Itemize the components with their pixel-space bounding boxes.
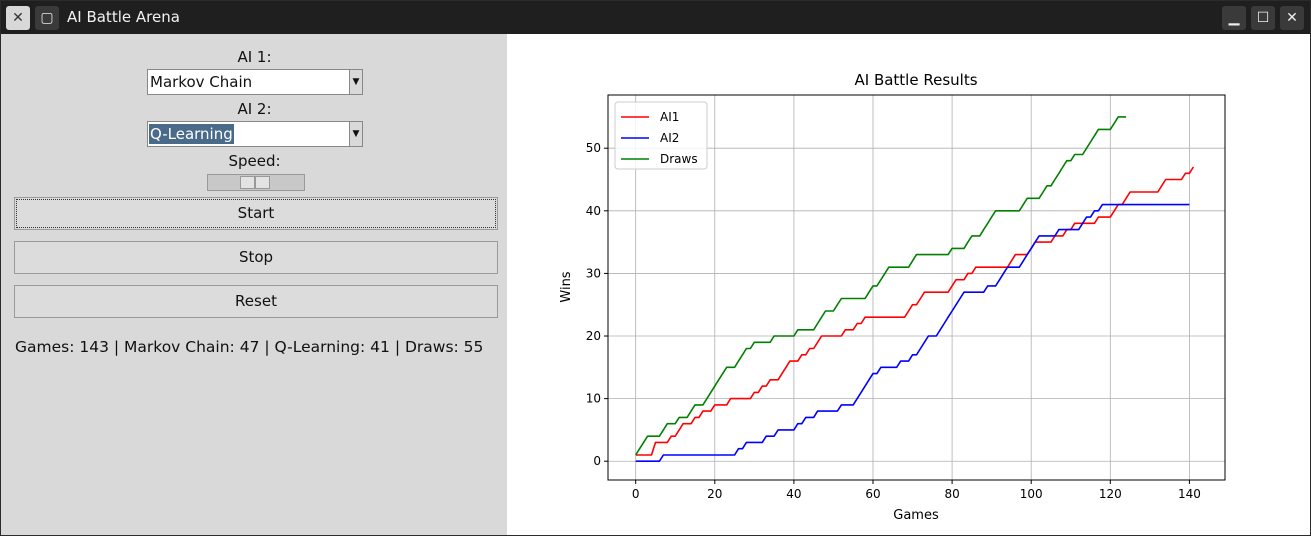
axis-ticks: 0 20 40 60 80 100 120 140 0 10 20 30 40 50 <box>586 141 1201 501</box>
slider-handle-left[interactable] <box>240 176 255 189</box>
window-menu-icon[interactable]: ▢ <box>35 6 59 30</box>
y-tick-label: 20 <box>586 329 601 343</box>
control-panel: AI 1: Markov Chain ▼ AI 2: Q-Learning ▼ … <box>2 34 507 535</box>
legend-box <box>614 101 708 170</box>
x-tick-label: 100 <box>1020 487 1043 501</box>
grid-lines <box>608 95 1225 480</box>
legend-label: AI2 <box>660 131 679 145</box>
battle-results-chart: AI Battle Results 0 20 40 60 80 100 120 140 0 10 2… <box>559 71 1226 523</box>
series-lines <box>635 116 1195 463</box>
reset-button[interactable]: Reset <box>14 285 498 318</box>
legend: AI1 AI2 Draws <box>614 101 708 170</box>
chart-panel: AI Battle Results 0 20 40 60 80 100 120 140 0 10 2… <box>507 34 1310 535</box>
x-tick-label: 120 <box>1099 487 1122 501</box>
y-axis-label: Wins <box>559 271 574 302</box>
stop-button[interactable]: Stop <box>14 241 498 274</box>
maximize-icon[interactable]: ☐ <box>1251 6 1275 30</box>
x-tick-label: 140 <box>1178 487 1201 501</box>
y-tick-label: 30 <box>586 266 601 280</box>
window-title: AI Battle Arena <box>67 8 180 26</box>
x-logo-icon: ✕ <box>6 6 30 30</box>
x-tick-label: 80 <box>944 487 959 501</box>
x-tick-label: 0 <box>632 487 640 501</box>
minimize-icon[interactable]: ▁ <box>1222 6 1246 30</box>
x-axis-label: Games <box>893 508 939 523</box>
title-bar: ✕ ▢ AI Battle Arena ▁ ☐ ✕ <box>1 1 1310 34</box>
ai1-select-value: Markov Chain <box>150 73 253 91</box>
chart-title: AI Battle Results <box>854 71 977 89</box>
ai2-label: AI 2: <box>237 100 272 118</box>
x-tick-label: 60 <box>865 487 880 501</box>
ai1-label: AI 1: <box>237 48 272 66</box>
speed-label: Speed: <box>228 152 281 170</box>
slider-handle-right[interactable] <box>255 176 270 189</box>
close-icon[interactable]: ✕ <box>1280 6 1304 30</box>
legend-label: Draws <box>660 152 698 166</box>
series-line-ai2 <box>635 203 1190 463</box>
plot-frame <box>607 94 1226 481</box>
y-tick-label: 50 <box>586 141 601 155</box>
ai2-select-value: Q-Learning <box>149 124 234 144</box>
chevron-down-icon[interactable]: ▼ <box>349 70 362 94</box>
status-text: Games: 143 | Markov Chain: 47 | Q-Learni… <box>15 338 484 356</box>
y-tick-label: 10 <box>586 392 601 406</box>
chevron-down-icon[interactable]: ▼ <box>349 122 362 146</box>
series-line-draws <box>635 116 1127 456</box>
series-line-ai1 <box>635 166 1195 456</box>
y-tick-label: 40 <box>586 204 601 218</box>
start-button[interactable]: Start <box>14 197 498 230</box>
y-tick-label: 0 <box>593 454 601 468</box>
x-tick-label: 40 <box>786 487 801 501</box>
x-tick-label: 20 <box>707 487 722 501</box>
speed-slider[interactable] <box>207 174 305 191</box>
legend-label: AI1 <box>660 110 679 124</box>
ai1-select[interactable]: Markov Chain ▼ <box>147 69 363 95</box>
ai2-select[interactable]: Q-Learning ▼ <box>147 121 363 147</box>
